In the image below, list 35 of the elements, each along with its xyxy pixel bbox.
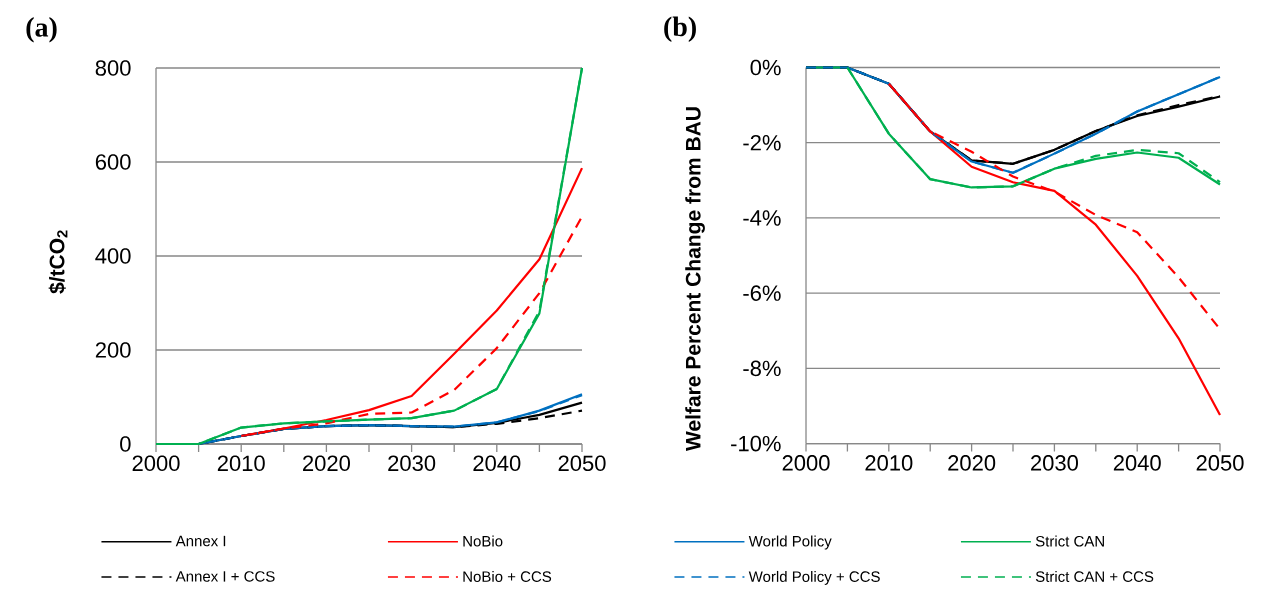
- legend-label: NoBio + CCS: [463, 570, 552, 582]
- legend-label: Annex I: [175, 535, 226, 547]
- y-tick-label: -10%: [731, 435, 781, 452]
- y-tick-label: 800: [95, 60, 131, 76]
- x-tick-label: 2000: [782, 455, 830, 471]
- x-tick-label: 2020: [303, 455, 350, 472]
- y-tick-label: -4%: [743, 210, 781, 226]
- chart-title: (a): [26, 17, 57, 43]
- y-tick-label: 400: [95, 248, 131, 264]
- y-tick-label: 0: [120, 436, 131, 452]
- y-tick-label: 600: [95, 154, 131, 170]
- chart-title: (b): [664, 16, 696, 42]
- y-tick-label: -8%: [743, 360, 781, 377]
- x-tick-label: 2030: [1031, 455, 1078, 471]
- legend-label: World Policy + CCS: [748, 570, 880, 585]
- x-tick-label: 2020: [948, 455, 996, 471]
- y-axis-title: $/tCO$_{2}$: [48, 230, 68, 294]
- x-tick-label: 2000: [132, 455, 180, 472]
- x-tick-label: 2040: [1113, 455, 1161, 471]
- x-tick-label: 2030: [388, 455, 436, 472]
- y-tick-label: 0%: [750, 59, 781, 76]
- y-axis-title: Welfare Percent Change from BAU: [685, 107, 705, 451]
- y-tick-label: 200: [95, 342, 131, 358]
- x-tick-label: 2050: [558, 455, 606, 472]
- x-tick-label: 2010: [865, 455, 913, 471]
- y-tick-label: -6%: [743, 285, 781, 301]
- legend-label: Strict CAN + CCS: [1035, 570, 1154, 582]
- legend-label: NoBio: [463, 535, 503, 547]
- legend-label: Annex I + CCS: [175, 571, 275, 582]
- legend-label: World Policy: [748, 535, 832, 550]
- legend-label: Strict CAN: [1035, 535, 1104, 547]
- y-tick-label: -2%: [743, 134, 781, 151]
- x-tick-label: 2040: [473, 455, 521, 472]
- x-tick-label: 2050: [1196, 455, 1244, 471]
- x-tick-label: 2010: [217, 455, 265, 472]
